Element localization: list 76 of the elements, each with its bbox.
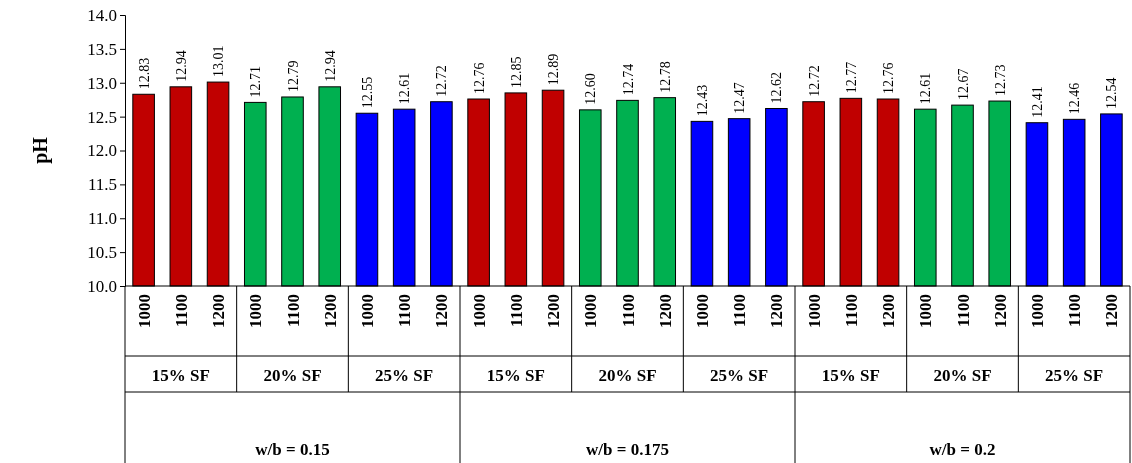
data-label: 12.46 [1067,82,1083,115]
x-tick-label: 1100 [171,294,191,328]
x-tick-label: 1000 [1027,294,1047,328]
text: 20% SF [598,366,657,385]
x-tick-label: 1000 [357,294,377,328]
data-label: 12.76 [881,62,897,95]
y-tick-label: 12.5 [87,107,117,127]
x-tick-label: 1100 [953,294,973,328]
data-label: 12.85 [508,56,524,88]
data-label: 12.55 [359,76,375,109]
data-label: 12.74 [620,63,636,96]
x-tick-label: 1200 [655,294,675,328]
x-tick-label: 1000 [804,294,824,328]
text: 20% SF [263,366,322,385]
text: w/b = 0.15 [255,440,330,459]
x-tick-label: 1100 [730,294,750,328]
data-label: 12.94 [322,50,338,82]
x-tick-label: 1100 [1065,294,1085,328]
data-label: 12.41 [1029,86,1045,118]
x-tick-label: 1200 [990,294,1010,328]
text: 20% SF [933,366,992,385]
data-label: 12.76 [471,62,487,95]
y-tick-label: 10.0 [87,276,117,296]
x-tick-label: 1200 [879,294,899,328]
data-label: 12.77 [843,61,859,94]
y-tick-label: 13.0 [87,73,117,93]
text: 25% SF [1045,366,1104,385]
data-label: 12.73 [992,64,1008,97]
text: w/b = 0.2 [929,440,996,459]
data-label: 12.67 [955,68,971,101]
data-label: 12.54 [1104,77,1120,109]
y-tick-label: 13.5 [87,39,117,59]
x-tick-label: 1200 [209,294,229,328]
x-tick-label: 1000 [581,294,601,328]
data-label: 12.78 [657,61,673,93]
x-tick-label: 1200 [767,294,787,328]
data-label: 12.94 [173,50,189,82]
data-label: 12.43 [694,84,710,117]
x-tick-label: 1000 [469,294,489,328]
x-tick-label: 1000 [246,294,266,328]
x-tick-label: 1100 [395,294,415,328]
data-label: 12.79 [285,60,301,92]
x-tick-label: 1200 [432,294,452,328]
x-tick-label: 1100 [618,294,638,328]
data-label: 12.71 [248,65,264,98]
y-tick-label: 10.5 [87,243,117,263]
data-label: 12.62 [769,72,785,104]
x-tick-label: 1000 [916,294,936,328]
data-label: 12.89 [546,53,562,86]
text: 25% SF [375,366,434,385]
y-tick-label: 14.0 [87,5,117,25]
text: 15% SF [151,366,210,385]
text: w/b = 0.175 [586,440,669,459]
x-tick-label: 1200 [320,294,340,328]
data-label: 12.61 [397,72,413,105]
text: 15% SF [486,366,545,385]
x-tick-label: 1100 [283,294,303,328]
x-tick-label: 1000 [134,294,154,328]
data-label: 12.72 [434,65,450,97]
x-tick-label: 1100 [506,294,526,328]
y-axis-title: pH [29,136,52,164]
data-label: 12.47 [732,82,748,114]
data-label: 12.61 [918,72,934,105]
y-tick-label: 11.5 [87,175,117,195]
x-tick-label: 1000 [692,294,712,328]
data-label: 12.60 [583,73,599,105]
x-tick-label: 1200 [544,294,564,328]
text: 25% SF [710,366,769,385]
data-label: 12.72 [806,65,822,97]
data-label: 12.83 [136,57,152,90]
data-label: 13.01 [211,45,227,78]
y-tick-label: 11.0 [87,209,117,229]
text: 15% SF [821,366,880,385]
x-tick-label: 1200 [1102,294,1122,328]
y-tick-label: 12.0 [87,141,117,161]
x-tick-label: 1100 [841,294,861,328]
